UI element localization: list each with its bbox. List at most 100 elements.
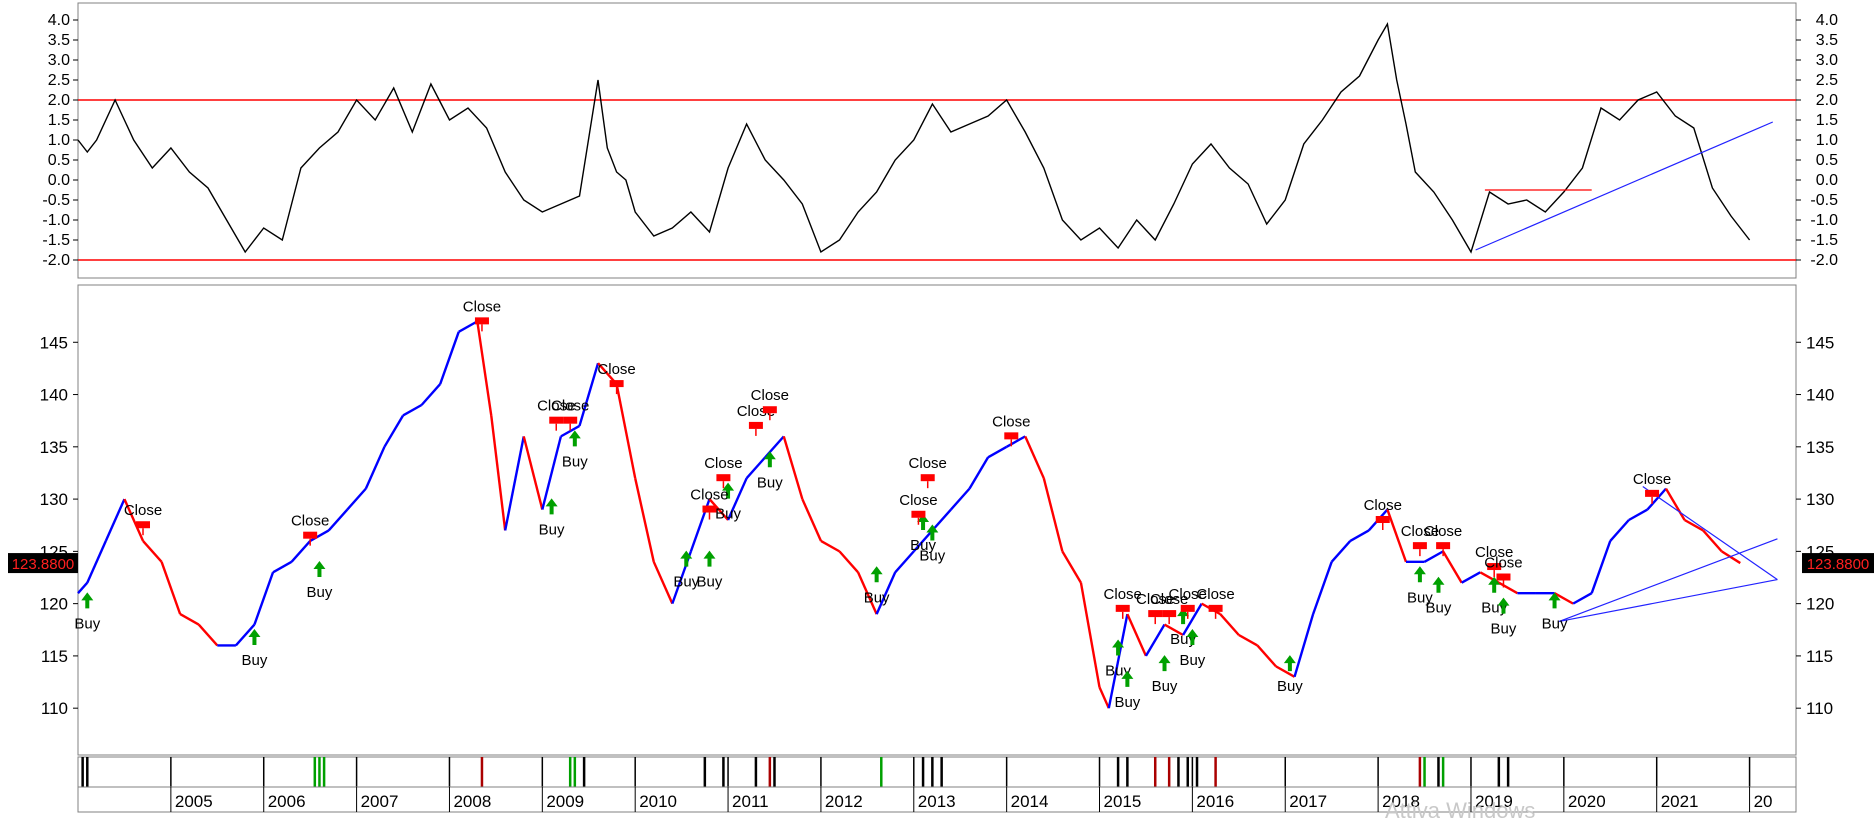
buy-label: Buy: [910, 537, 936, 554]
price-tick-label-left: 130: [40, 490, 68, 509]
price-segment-up: [726, 477, 748, 521]
close-marker-icon: [1162, 610, 1177, 618]
price-segment-down: [1442, 550, 1463, 584]
price-segment-up: [504, 436, 525, 531]
price-segment-down: [856, 571, 878, 615]
price-segment-down: [634, 477, 655, 563]
price-tick-label-left: 140: [40, 386, 68, 405]
close-marker-icon: [1180, 604, 1195, 612]
oscillator-tick-label-right: 3.0: [1816, 52, 1838, 69]
oscillator-line: [77, 21, 1751, 254]
close-label: Close: [1104, 586, 1142, 603]
oscillator-tick-label-left: -2.0: [42, 252, 70, 269]
price-trendline: [1642, 486, 1778, 581]
close-label: Close: [1136, 591, 1174, 608]
close-marker-icon: [1412, 542, 1427, 550]
oscillator-tick-label-right: 1.0: [1816, 132, 1838, 149]
buy-label: Buy: [1542, 615, 1568, 632]
price-trendline: [1558, 538, 1778, 622]
price-segment-down: [615, 383, 637, 479]
buy-label: Buy: [1407, 589, 1433, 606]
close-marker-icon: [1645, 489, 1660, 497]
close-label: Close: [597, 361, 635, 378]
price-segment-up: [346, 487, 367, 511]
close-marker-icon: [474, 317, 489, 325]
year-label: 2018: [1382, 792, 1420, 811]
oscillator-tick-label-left: 3.5: [48, 32, 70, 49]
oscillator-tick-label-right: 2.0: [1816, 92, 1838, 109]
price-trendline: [1559, 579, 1778, 622]
price-segment-up: [1646, 487, 1667, 511]
price-segment-up: [234, 623, 256, 647]
buy-arrow-icon: [313, 561, 326, 578]
price-series: [77, 320, 1741, 709]
price-segment-down: [1256, 644, 1277, 668]
price-segment-down: [1702, 529, 1723, 553]
price-segment-down: [1098, 686, 1110, 709]
oscillator-tick-label-right: -0.5: [1810, 192, 1838, 209]
price-segment-up: [1461, 571, 1481, 584]
price-tick-label-right: 145: [1806, 333, 1834, 352]
year-label: 2009: [546, 792, 584, 811]
year-label: 2005: [175, 792, 213, 811]
buy-label: Buy: [1114, 694, 1140, 711]
year-label: 2012: [825, 792, 863, 811]
buy-arrow-icon: [1158, 655, 1171, 672]
year-label: 2010: [639, 792, 677, 811]
price-segment-down: [160, 561, 182, 615]
close-marker-icon: [1148, 610, 1163, 618]
price-segment-up: [1628, 508, 1649, 522]
oscillator-tick-label-right: 2.5: [1816, 72, 1838, 89]
close-label: Close: [1424, 523, 1462, 540]
price-segment-down: [490, 415, 507, 531]
buy-arrow-icon: [926, 524, 939, 541]
price-segment-down: [1126, 613, 1148, 657]
close-marker-icon: [1436, 542, 1451, 550]
price-segment-up: [875, 571, 897, 615]
last-price-box-right: [1802, 553, 1874, 574]
buy-label: Buy: [697, 574, 723, 591]
time-axis: 2005 2006 2007 2008 2009 2010 2011 2012 2013 2014…: [170, 787, 1773, 812]
price-segment-up: [420, 383, 442, 406]
price-segment-up: [1590, 540, 1612, 594]
close-marker-icon: [136, 521, 151, 529]
price-segment-up: [104, 498, 126, 542]
price-segment-down: [1024, 435, 1045, 479]
price-segment-up: [1330, 540, 1352, 563]
price-segment-up: [272, 560, 293, 574]
year-label: 20: [1754, 792, 1773, 811]
buy-arrow-icon: [81, 592, 94, 609]
last-price-box-left: [8, 553, 78, 574]
oscillator-tick-label-left: 0.0: [48, 172, 70, 189]
oscillator-tick-label-right: 0.0: [1816, 172, 1838, 189]
price-tick-label-left: 120: [40, 595, 68, 614]
close-label: Close: [1364, 497, 1402, 514]
oscillator-tick-label-left: 2.5: [48, 72, 70, 89]
price-segment-up: [987, 445, 1008, 459]
year-label: 2013: [918, 792, 956, 811]
price-segment-down: [1238, 633, 1258, 647]
buy-arrow-icon: [1186, 629, 1199, 645]
buy-arrow-icon: [1432, 576, 1445, 593]
year-label: 2019: [1475, 792, 1513, 811]
close-label: Close: [291, 513, 329, 530]
oscillator-tick-label-left: 0.5: [48, 152, 70, 169]
price-tick-label-left: 115: [41, 647, 68, 666]
close-label: Close: [463, 298, 501, 315]
oscillator-tick-label-right: -1.0: [1810, 212, 1838, 229]
buy-label: Buy: [715, 506, 741, 523]
price-segment-up: [439, 331, 460, 385]
close-marker-icon: [609, 380, 624, 388]
price-segment-up: [541, 436, 563, 510]
buy-label: Buy: [242, 652, 268, 669]
close-marker-icon: [1496, 573, 1511, 581]
price-segment-down: [1553, 592, 1574, 605]
close-label: Close: [992, 413, 1030, 430]
oscillator-tick-label-left: 4.0: [48, 12, 70, 29]
price-segment-up: [402, 403, 423, 417]
year-label: 2021: [1661, 792, 1699, 811]
price-segment-up: [364, 446, 386, 490]
